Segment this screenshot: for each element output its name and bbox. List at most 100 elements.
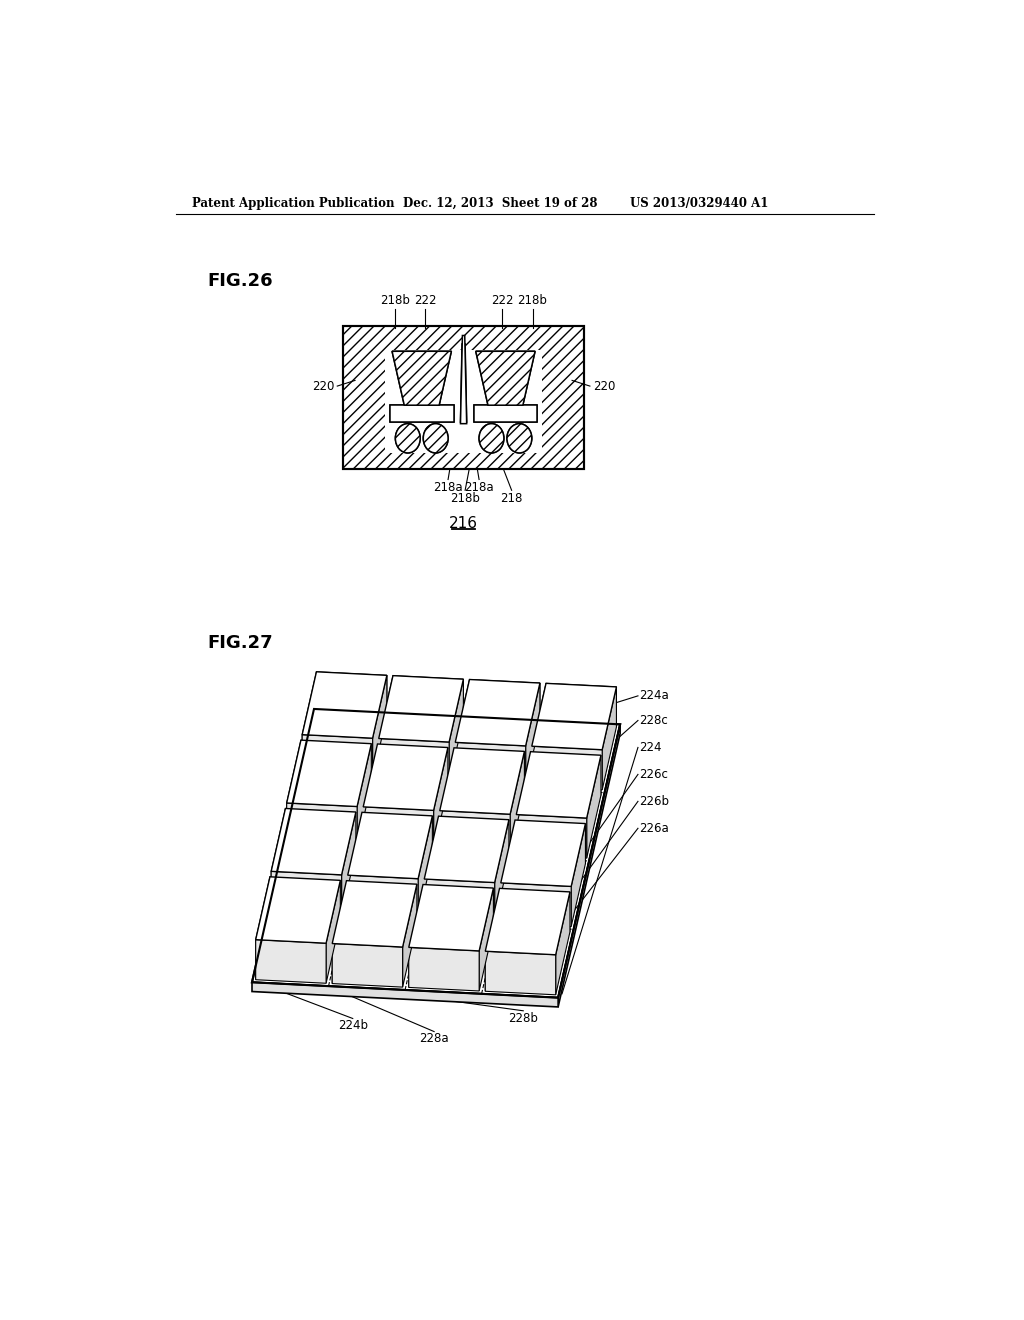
Bar: [474, 405, 538, 422]
Text: FIG.27: FIG.27: [207, 635, 272, 652]
Polygon shape: [424, 816, 509, 883]
Text: 218b: 218b: [451, 492, 480, 504]
Polygon shape: [302, 735, 373, 779]
Polygon shape: [501, 820, 586, 887]
Polygon shape: [364, 744, 378, 847]
Polygon shape: [256, 876, 340, 944]
Ellipse shape: [507, 424, 531, 453]
Polygon shape: [438, 816, 509, 859]
Polygon shape: [500, 888, 570, 932]
Bar: [343, 326, 584, 469]
Ellipse shape: [395, 424, 420, 453]
Polygon shape: [379, 676, 393, 779]
Text: 218a: 218a: [464, 480, 494, 494]
Polygon shape: [402, 884, 417, 987]
Polygon shape: [461, 345, 467, 422]
Polygon shape: [342, 812, 356, 915]
Polygon shape: [378, 744, 447, 788]
Polygon shape: [326, 880, 340, 983]
Polygon shape: [546, 684, 616, 727]
Polygon shape: [556, 892, 570, 995]
Polygon shape: [287, 741, 301, 843]
Polygon shape: [256, 876, 270, 979]
Polygon shape: [495, 820, 509, 923]
Polygon shape: [287, 803, 357, 846]
Ellipse shape: [423, 424, 449, 453]
Text: US 2013/0329440 A1: US 2013/0329440 A1: [630, 197, 769, 210]
Bar: [343, 326, 584, 469]
Text: 220: 220: [311, 380, 334, 392]
Polygon shape: [587, 755, 601, 858]
Polygon shape: [485, 888, 500, 991]
Polygon shape: [301, 741, 372, 784]
Polygon shape: [379, 738, 450, 781]
Text: Patent Application Publication: Patent Application Publication: [191, 197, 394, 210]
Polygon shape: [469, 680, 540, 723]
Polygon shape: [531, 684, 546, 787]
Text: Dec. 12, 2013  Sheet 19 of 28: Dec. 12, 2013 Sheet 19 of 28: [403, 197, 598, 210]
Ellipse shape: [423, 424, 449, 453]
Text: 226b: 226b: [640, 795, 670, 808]
Text: 222: 222: [490, 294, 513, 308]
Polygon shape: [409, 948, 479, 991]
Polygon shape: [346, 880, 417, 924]
Polygon shape: [287, 741, 372, 807]
Polygon shape: [476, 351, 536, 405]
Polygon shape: [286, 808, 356, 851]
Polygon shape: [271, 808, 286, 911]
Text: 218b: 218b: [380, 294, 410, 308]
Polygon shape: [476, 351, 536, 405]
Polygon shape: [348, 812, 361, 915]
Polygon shape: [501, 883, 571, 927]
Text: 226a: 226a: [640, 822, 670, 834]
Polygon shape: [454, 748, 524, 792]
Polygon shape: [252, 982, 558, 1007]
Polygon shape: [439, 748, 454, 851]
Polygon shape: [485, 952, 556, 995]
Polygon shape: [531, 684, 616, 750]
Polygon shape: [332, 880, 417, 946]
Polygon shape: [373, 676, 387, 779]
Polygon shape: [485, 888, 570, 954]
Polygon shape: [361, 812, 432, 855]
Polygon shape: [271, 871, 342, 915]
Text: 228c: 228c: [640, 714, 669, 727]
Text: 228b: 228b: [508, 1011, 539, 1024]
Polygon shape: [571, 824, 586, 927]
Polygon shape: [515, 820, 586, 863]
Polygon shape: [516, 814, 587, 858]
Polygon shape: [501, 820, 515, 923]
Polygon shape: [516, 751, 601, 818]
Text: 220: 220: [593, 380, 615, 392]
Polygon shape: [364, 807, 433, 850]
Polygon shape: [456, 742, 525, 785]
Polygon shape: [364, 744, 447, 810]
Polygon shape: [439, 748, 524, 814]
Polygon shape: [348, 812, 432, 879]
Polygon shape: [423, 884, 494, 928]
Text: 218b: 218b: [517, 294, 548, 308]
Text: 226c: 226c: [640, 768, 669, 781]
Ellipse shape: [479, 424, 504, 453]
Text: 216: 216: [450, 516, 478, 532]
Polygon shape: [602, 686, 616, 789]
Polygon shape: [516, 751, 530, 854]
Polygon shape: [332, 880, 346, 983]
Text: 224: 224: [640, 741, 662, 754]
Polygon shape: [456, 680, 469, 783]
Polygon shape: [392, 351, 452, 405]
Polygon shape: [525, 682, 540, 785]
Polygon shape: [424, 879, 495, 923]
Text: 218: 218: [501, 492, 523, 504]
Polygon shape: [271, 808, 356, 875]
Bar: [390, 405, 454, 422]
Ellipse shape: [395, 424, 420, 453]
Text: 222: 222: [414, 294, 436, 308]
Polygon shape: [357, 743, 372, 846]
Polygon shape: [379, 676, 464, 742]
Polygon shape: [252, 709, 621, 998]
Text: 228a: 228a: [419, 1032, 449, 1045]
Polygon shape: [393, 676, 464, 719]
Ellipse shape: [479, 424, 504, 453]
Polygon shape: [530, 751, 601, 795]
